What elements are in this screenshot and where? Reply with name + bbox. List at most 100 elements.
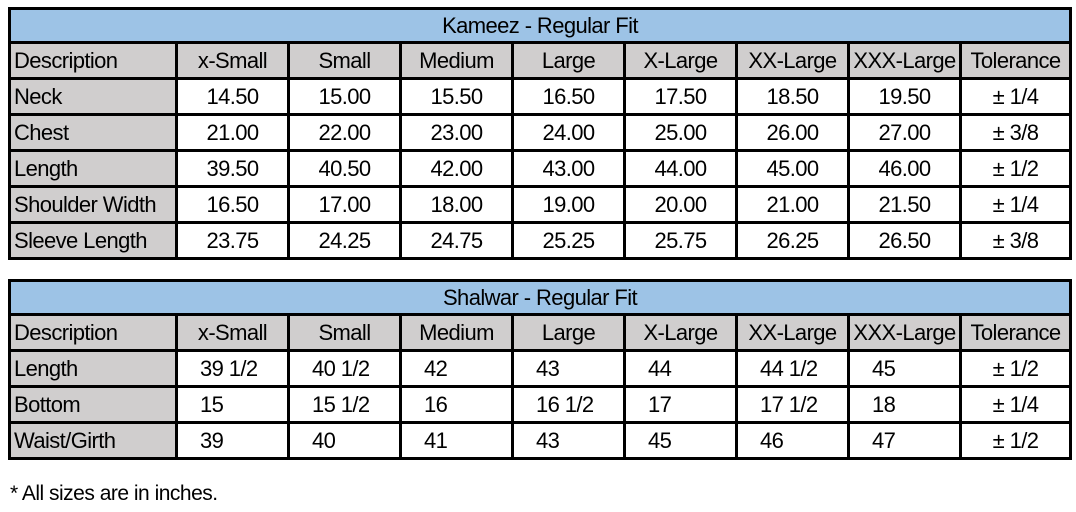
cell: 44 1/2 (735, 349, 850, 388)
cell: 20.00 (623, 185, 738, 224)
cell: ± 1/2 (958, 149, 1073, 188)
cell: 24.00 (511, 113, 626, 152)
cell: 40.50 (287, 149, 402, 188)
table-title: Kameez - Regular Fit (7, 7, 1073, 44)
column-header: Medium (399, 313, 514, 352)
cell: 18.00 (399, 185, 514, 224)
column-header: X-Large (623, 313, 738, 352)
cell: 41 (399, 421, 514, 460)
cell: 15 (175, 385, 290, 424)
cell: 39 1/2 (175, 349, 290, 388)
cell: 45.00 (735, 149, 850, 188)
cell: 16.50 (511, 77, 626, 116)
cell: 21.00 (175, 113, 290, 152)
cell: ± 1/4 (958, 385, 1073, 424)
cell: 40 (287, 421, 402, 460)
column-header: Small (287, 313, 402, 352)
table-title-row: Shalwar - Regular Fit (7, 279, 1073, 316)
cell: 15.50 (399, 77, 514, 116)
cell: 44 (623, 349, 738, 388)
cell: 15 1/2 (287, 385, 402, 424)
column-header: Small (287, 41, 402, 80)
cell: 39.50 (175, 149, 290, 188)
table-row: Neck 14.50 15.00 15.50 16.50 17.50 18.50 19.50 ±… (8, 77, 1073, 116)
cell: 18 (847, 385, 962, 424)
cell: ± 3/8 (958, 113, 1073, 152)
column-header: XX-Large (735, 41, 850, 80)
cell: 46 (735, 421, 850, 460)
cell: 45 (847, 349, 962, 388)
row-label: Length (8, 349, 178, 388)
cell: 18.50 (735, 77, 850, 116)
row-label: Shoulder Width (8, 185, 178, 224)
cell: 47 (847, 421, 962, 460)
cell: 19.00 (511, 185, 626, 224)
cell: ± 1/4 (958, 77, 1073, 116)
cell: 22.00 (287, 113, 402, 152)
cell: 42 (399, 349, 514, 388)
cell: 21.00 (735, 185, 850, 224)
column-header: Large (511, 313, 626, 352)
table-row: Waist/Girth 39 40 41 43 45 46 47 ± 1/2 (8, 421, 1073, 460)
cell: 26.25 (735, 221, 850, 260)
row-label: Chest (8, 113, 178, 152)
cell: 17.00 (287, 185, 402, 224)
cell: 21.50 (847, 185, 962, 224)
table-row: Sleeve Length 23.75 24.25 24.75 25.25 25.75 26… (8, 221, 1073, 260)
column-header: x-Small (175, 41, 290, 80)
cell: 23.00 (399, 113, 514, 152)
column-header: Tolerance (958, 313, 1073, 352)
cell: 23.75 (175, 221, 290, 260)
cell: ± 1/2 (958, 349, 1073, 388)
footnote: * All sizes are in inches. (10, 482, 218, 505)
header-row: Description x-Small Small Medium Large X-Larg… (8, 41, 1073, 80)
column-header: x-Small (175, 313, 290, 352)
column-header: Description (8, 41, 178, 80)
shalwar-size-table: Shalwar - Regular Fit Description x-Small S… (7, 279, 1073, 460)
cell: 25.25 (511, 221, 626, 260)
cell: 16.50 (175, 185, 290, 224)
column-header: Large (511, 41, 626, 80)
cell: 42.00 (399, 149, 514, 188)
cell: 27.00 (847, 113, 962, 152)
cell: 40 1/2 (287, 349, 402, 388)
column-header: Tolerance (958, 41, 1073, 80)
row-label: Neck (8, 77, 178, 116)
cell: ± 1/4 (958, 185, 1073, 224)
column-header: XX-Large (735, 313, 850, 352)
cell: 45 (623, 421, 738, 460)
table-row: Bottom 15 15 1/2 16 16 1/2 17 17 1/2 18 ± 1/4 (8, 385, 1073, 424)
table-row: Length 39.50 40.50 42.00 43.00 44.00 45.00 46.0… (8, 149, 1073, 188)
column-header: XXX-Large (847, 41, 962, 80)
column-header: XXX-Large (847, 313, 962, 352)
cell: 25.00 (623, 113, 738, 152)
cell: 26.50 (847, 221, 962, 260)
cell: 15.00 (287, 77, 402, 116)
table-row: Shoulder Width 16.50 17.00 18.00 19.00 20.00 2… (8, 185, 1073, 224)
table-title: Shalwar - Regular Fit (7, 279, 1073, 316)
row-label: Sleeve Length (8, 221, 178, 260)
cell: 14.50 (175, 77, 290, 116)
header-row: Description x-Small Small Medium Large X-Larg… (8, 313, 1073, 352)
cell: ± 1/2 (958, 421, 1073, 460)
cell: 24.75 (399, 221, 514, 260)
cell: 43 (511, 349, 626, 388)
row-label: Length (8, 149, 178, 188)
table-title-row: Kameez - Regular Fit (7, 7, 1073, 44)
row-label: Bottom (8, 385, 178, 424)
cell: ± 3/8 (958, 221, 1073, 260)
column-header: X-Large (623, 41, 738, 80)
table-row: Length 39 1/2 40 1/2 42 43 44 44 1/2 45 ± 1/2 (8, 349, 1073, 388)
column-header: Description (8, 313, 178, 352)
cell: 16 (399, 385, 514, 424)
cell: 39 (175, 421, 290, 460)
cell: 19.50 (847, 77, 962, 116)
cell: 17.50 (623, 77, 738, 116)
cell: 43.00 (511, 149, 626, 188)
cell: 43 (511, 421, 626, 460)
column-header: Medium (399, 41, 514, 80)
cell: 17 (623, 385, 738, 424)
table-row: Chest 21.00 22.00 23.00 24.00 25.00 26.00 27.00… (8, 113, 1073, 152)
cell: 46.00 (847, 149, 962, 188)
cell: 24.25 (287, 221, 402, 260)
